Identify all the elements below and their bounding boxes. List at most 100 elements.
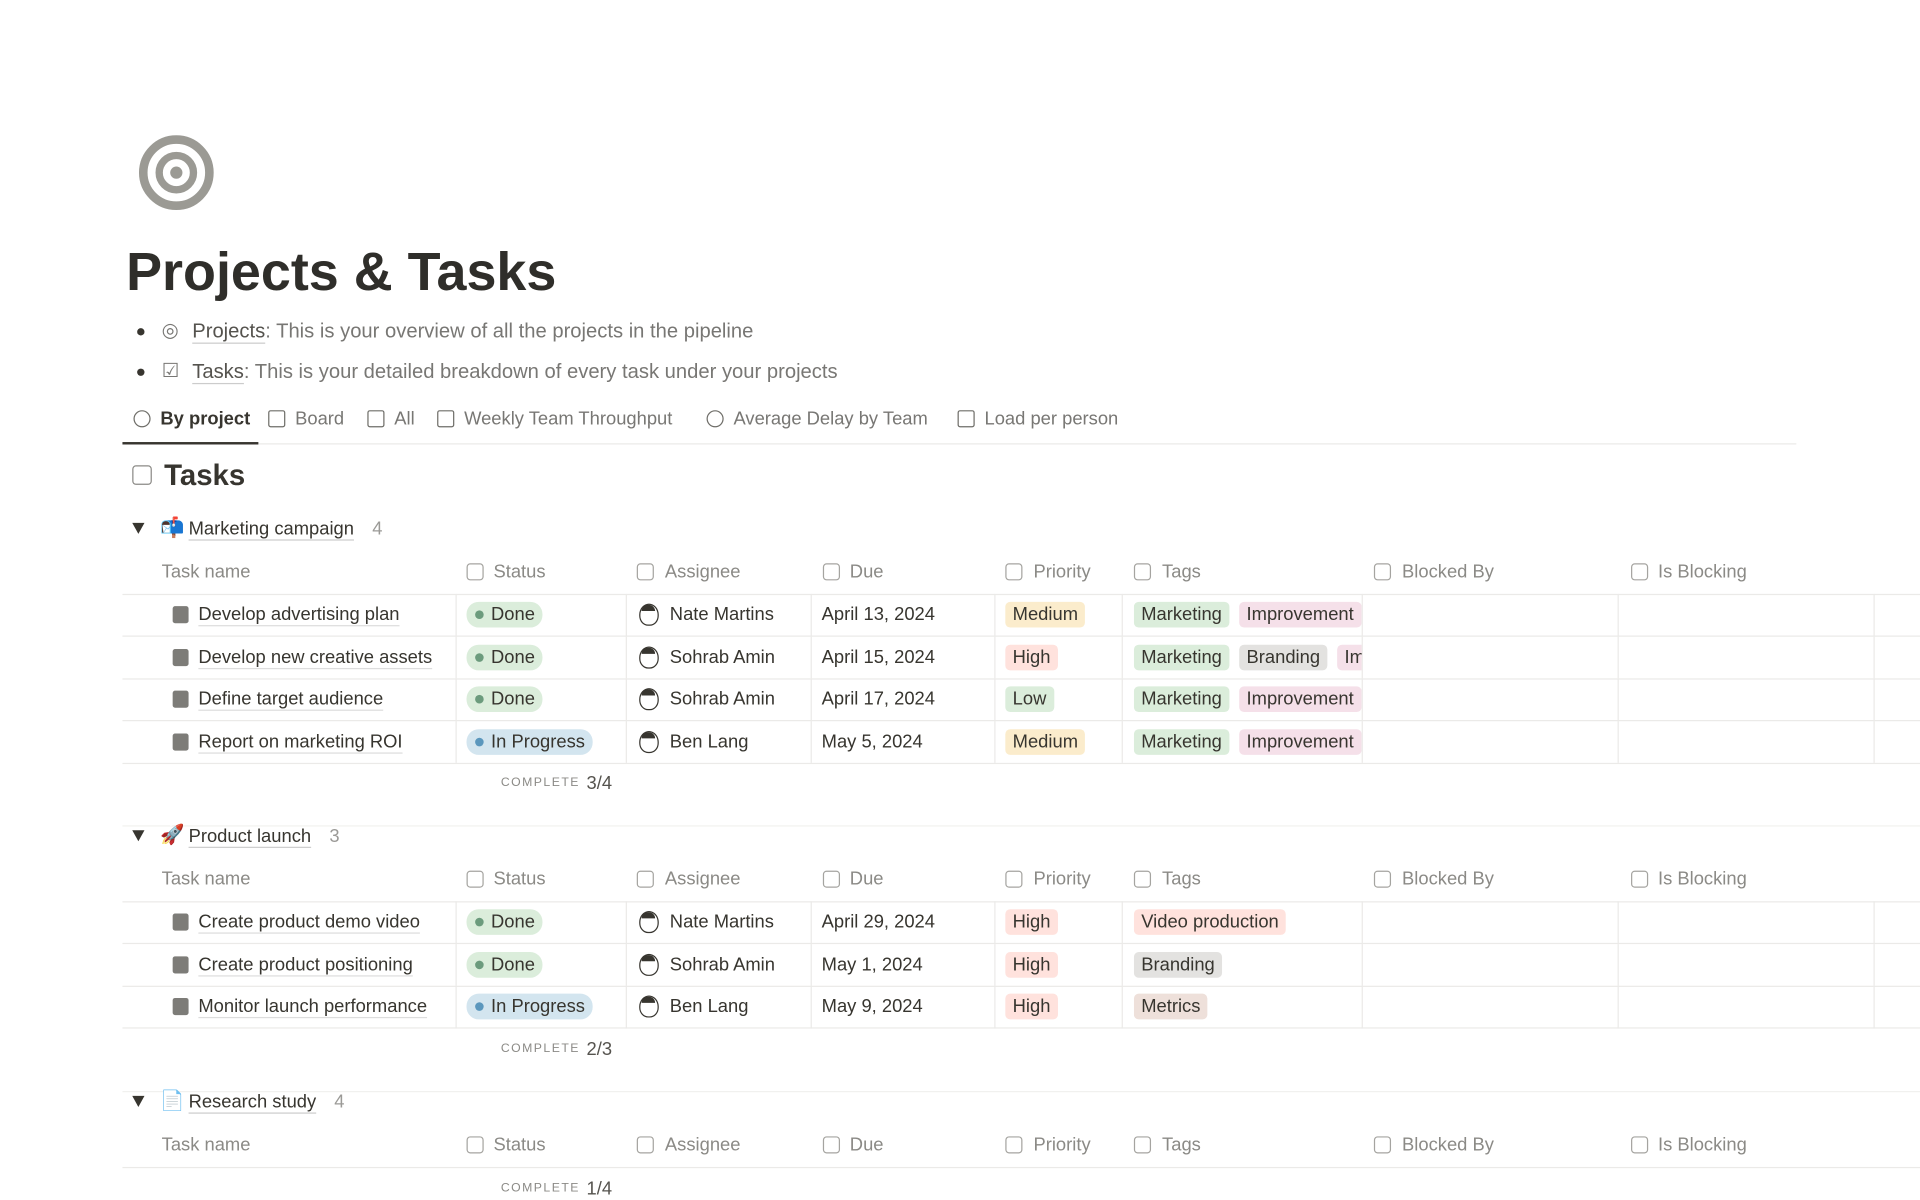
column-header: Status [493,868,546,890]
group-count: 4 [334,1091,345,1112]
task-name[interactable]: Define target audience [198,688,384,710]
db-icon [132,465,152,485]
group-name[interactable]: Product launch [188,825,312,847]
avatar-hair [641,689,656,696]
status-dot [475,694,484,704]
tag: Marketing [1133,728,1230,755]
group-toggle[interactable] [132,1095,145,1107]
avatar [639,911,659,934]
cell-divider [625,901,627,944]
status-dot [475,1002,484,1011]
due-date: April 17, 2024 [821,688,936,710]
tab[interactable]: Board [295,408,345,430]
tab[interactable]: Weekly Team Throughput [464,408,673,430]
status-label: Done [491,953,535,975]
cell-divider [455,678,457,721]
bullet-text: : This is your overview of all the proje… [265,320,754,343]
group-toggle[interactable] [132,830,145,842]
page-icon [138,135,214,211]
task-name[interactable]: Report on marketing ROI [198,731,403,752]
bullet-dot [137,368,145,376]
cell-divider [455,593,457,637]
header-divider [122,1166,1920,1168]
tab-icon [367,410,385,428]
group-count: 4 [372,518,383,540]
cell-divider [1361,901,1363,944]
row-divider [122,762,1920,764]
cell-divider [1617,678,1619,721]
status-pill: Done [466,601,543,628]
task-icon [172,732,189,751]
cell-divider [1121,636,1123,679]
cell-divider [1873,593,1875,637]
cell-divider [994,901,996,944]
task-name[interactable]: Develop advertising plan [198,604,400,626]
column-header: Assignee [664,868,741,890]
bullet-link[interactable]: Projects [192,320,266,343]
col-icon [822,1135,841,1153]
column-header: Due [849,1133,884,1155]
bullet-dot [137,328,145,336]
avatar-hair [641,912,656,919]
column-header: Is Blocking [1657,561,1747,583]
group-end-divider [122,1090,1920,1092]
tags-cell: Marketing Branding Improvement [1133,642,1362,671]
cell-divider [1121,901,1123,944]
cell-divider [1873,943,1875,986]
tab[interactable]: All [394,408,415,430]
col-icon [822,563,841,581]
cell-divider [625,678,627,721]
group-name[interactable]: Marketing campaign [188,518,354,540]
row-divider [122,985,1920,987]
task-icon [172,955,189,973]
cell-divider [1617,943,1619,986]
priority-pill: Medium [1005,601,1086,628]
bullet-line: Tasks: This is your detailed breakdown o… [192,362,837,382]
tags-cell: Branding [1133,950,1362,979]
group-count: 3 [329,825,340,847]
col-icon [1005,1135,1023,1153]
task-name[interactable]: Monitor launch performance [198,996,428,1017]
avatar-hair [641,954,656,961]
due-date: April 29, 2024 [821,911,936,933]
cell-divider [1617,985,1619,1028]
assignee: Nate Martins [669,911,774,933]
cell-divider [810,593,812,637]
priority-pill: High [1005,993,1058,1020]
status-pill: In Progress [466,993,593,1020]
tab[interactable]: Load per person [984,408,1119,430]
tab[interactable]: Average Delay by Team [733,408,928,430]
assignee: Sohrab Amin [669,953,775,975]
avatar [639,730,659,753]
tag: Branding [1239,644,1328,670]
row-divider [122,942,1920,945]
cell-divider [625,985,627,1028]
tag: Improvement [1239,686,1362,713]
cell-divider [1121,678,1123,721]
tags-cell: Marketing Improvement [1133,727,1362,756]
avatar [639,688,659,711]
status-dot [475,737,484,746]
cell-divider [1361,678,1363,721]
col-icon [636,870,654,888]
task-name[interactable]: Develop new creative assets [198,646,433,668]
avatar-hair [641,647,656,654]
status-label: Done [491,646,535,668]
group-toggle[interactable] [132,522,145,534]
cell-divider [455,943,457,986]
task-icon [172,606,189,624]
bullet-link[interactable]: Tasks [192,360,244,383]
task-icon [172,690,189,708]
tab[interactable]: By project [160,408,251,430]
avatar [639,953,659,976]
column-header: Priority [1033,868,1091,890]
group-name[interactable]: Research study [188,1091,317,1112]
tabs-divider [122,443,1797,445]
status-pill: In Progress [466,728,593,755]
task-name[interactable]: Create product demo video [198,911,420,933]
cell-divider [1617,636,1619,679]
priority-pill: High [1005,644,1058,670]
task-name[interactable]: Create product positioning [198,953,413,975]
cell-divider [1361,636,1363,679]
